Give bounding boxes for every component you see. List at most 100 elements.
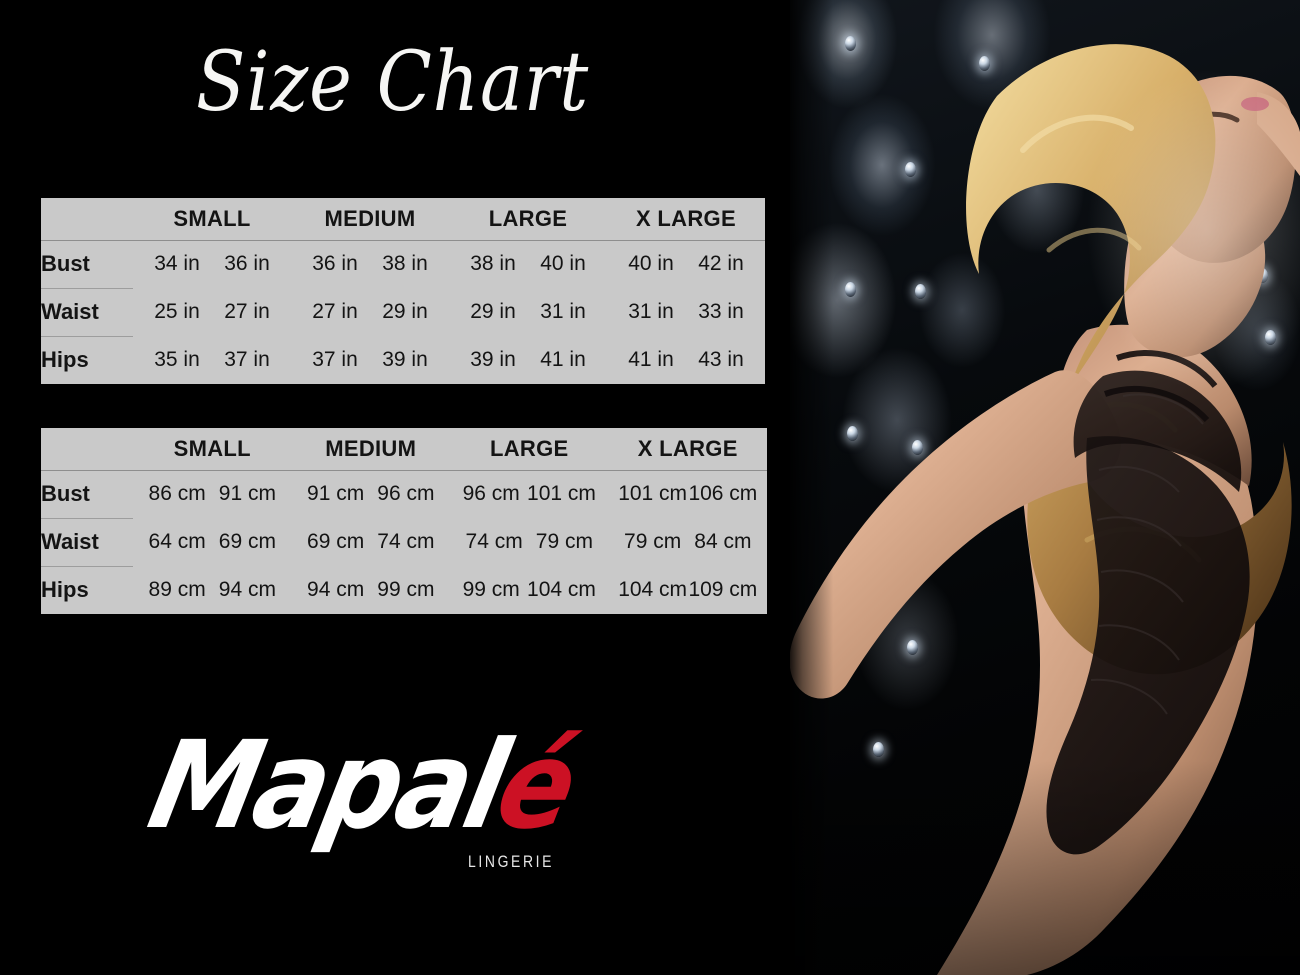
value-min: 86 cm [148, 482, 206, 506]
cell-waist-small: 25 in 27 in [133, 288, 291, 336]
cell-bust-x-large: 101 cm 106 cm [608, 469, 767, 518]
value-max: 79 cm [535, 530, 593, 553]
value-max: 40 in [540, 252, 586, 276]
cell-waist-medium: 69 cm 74 cm [291, 518, 450, 566]
cell-hips-large: 39 in 41 in [449, 336, 607, 384]
value-min: 101 cm [618, 482, 688, 506]
value-min: 29 in [470, 300, 516, 323]
value-max: 99 cm [377, 578, 435, 601]
value-min: 31 in [628, 300, 674, 323]
row-label-hips: Hips [41, 565, 133, 614]
cell-hips-small: 89 cm 94 cm [133, 566, 292, 614]
table-body-centimeters: Bust 86 cm 91 cm 91 cm 96 cm 96 cm 101 c… [41, 469, 767, 614]
value-max: 106 cm [688, 482, 758, 506]
value-max: 33 in [698, 300, 744, 323]
value-min: 69 cm [307, 530, 365, 553]
brand-subtitle: LINGERIE [468, 852, 555, 871]
size-table-centimeters: SMALL MEDIUM LARGE X LARGE Bust 86 cm 91… [41, 428, 767, 614]
value-min: 91 cm [307, 482, 365, 506]
value-max: 101 cm [527, 482, 596, 506]
info-panel: Size Chart SMALL MEDIUM LARGE X LARGE Bu… [41, 35, 767, 886]
cell-bust-small: 34 in 36 in [133, 239, 291, 288]
value-max: 42 in [698, 252, 744, 276]
value-min: 25 in [154, 300, 200, 323]
value-min: 39 in [470, 348, 516, 371]
header-x-large: X LARGE [607, 198, 765, 240]
value-max: 31 in [540, 300, 586, 323]
brand-wordmark: Mapalé [138, 716, 585, 856]
cell-bust-medium: 36 in 38 in [291, 239, 449, 288]
value-max: 96 cm [377, 482, 435, 506]
row-label-waist: Waist [41, 517, 133, 566]
cell-hips-x-large: 104 cm 109 cm [608, 566, 767, 614]
cell-hips-medium: 94 cm 99 cm [291, 566, 450, 614]
value-min: 40 in [628, 252, 674, 276]
cell-hips-medium: 37 in 39 in [291, 336, 449, 384]
value-min: 41 in [628, 348, 674, 371]
value-min: 36 in [312, 252, 358, 276]
header-large: LARGE [449, 198, 607, 240]
header-small: SMALL [133, 428, 292, 470]
brand-logo: Mapalé LINGERIE [138, 716, 586, 886]
table-row: Waist 25 in 27 in 27 in 29 in 29 in 31 i… [41, 287, 765, 336]
value-max: 29 in [382, 300, 428, 323]
cell-waist-large: 29 in 31 in [449, 288, 607, 336]
header-large: LARGE [450, 428, 609, 470]
cell-waist-x-large: 31 in 33 in [607, 288, 765, 336]
value-max: 104 cm [527, 578, 596, 601]
value-max: 37 in [224, 348, 270, 371]
table-row: Waist 64 cm 69 cm 69 cm 74 cm 74 cm 79 c… [41, 517, 767, 566]
header-small: SMALL [133, 198, 291, 240]
size-table-inches: SMALL MEDIUM LARGE X LARGE Bust 34 in 36… [41, 198, 765, 384]
value-min: 96 cm [462, 482, 520, 506]
cell-hips-small: 35 in 37 in [133, 336, 291, 384]
value-min: 89 cm [148, 578, 206, 601]
header-x-large: X LARGE [608, 428, 767, 470]
value-min: 35 in [154, 348, 200, 371]
cell-bust-large: 38 in 40 in [449, 239, 607, 288]
value-max: 36 in [224, 252, 270, 276]
value-max: 43 in [698, 348, 744, 371]
value-max: 84 cm [694, 530, 752, 553]
value-min: 79 cm [624, 530, 682, 553]
cell-waist-large: 74 cm 79 cm [450, 518, 609, 566]
value-max: 27 in [224, 300, 270, 323]
value-max: 74 cm [377, 530, 435, 553]
value-min: 94 cm [307, 578, 365, 601]
value-min: 37 in [312, 348, 358, 371]
value-max: 41 in [540, 348, 586, 371]
header-corner-cell [41, 428, 133, 470]
table-row: Hips 89 cm 94 cm 94 cm 99 cm 99 cm 104 c… [41, 565, 767, 614]
value-min: 27 in [312, 300, 358, 323]
row-label-waist: Waist [41, 287, 133, 336]
table-header-row: SMALL MEDIUM LARGE X LARGE [41, 198, 765, 240]
brand-name-main: Mapal [138, 715, 516, 856]
value-max: 91 cm [218, 482, 276, 506]
page-title: Size Chart [196, 35, 590, 130]
table-row: Bust 34 in 36 in 36 in 38 in 38 in 40 in… [41, 239, 765, 288]
row-label-hips: Hips [41, 335, 133, 384]
cell-bust-large: 96 cm 101 cm [450, 469, 609, 518]
model-photo [787, 0, 1300, 975]
model-figure [789, 44, 1300, 975]
row-label-bust: Bust [41, 239, 133, 288]
value-max: 39 in [382, 348, 428, 371]
table-row: Bust 86 cm 91 cm 91 cm 96 cm 96 cm 101 c… [41, 469, 767, 518]
header-medium: MEDIUM [291, 428, 450, 470]
cell-bust-medium: 91 cm 96 cm [291, 469, 450, 518]
cell-bust-x-large: 40 in 42 in [607, 239, 765, 288]
table-header-row: SMALL MEDIUM LARGE X LARGE [41, 428, 767, 470]
cell-waist-medium: 27 in 29 in [291, 288, 449, 336]
value-max: 94 cm [218, 578, 276, 601]
cell-bust-small: 86 cm 91 cm [133, 469, 292, 518]
header-corner-cell [41, 198, 133, 240]
cell-waist-small: 64 cm 69 cm [133, 518, 292, 566]
cell-hips-large: 99 cm 104 cm [450, 566, 609, 614]
cell-hips-x-large: 41 in 43 in [607, 336, 765, 384]
value-max: 38 in [382, 252, 428, 276]
value-max: 69 cm [218, 530, 276, 553]
value-min: 99 cm [462, 578, 520, 601]
table-row: Hips 35 in 37 in 37 in 39 in 39 in 41 in… [41, 335, 765, 384]
table-body-inches: Bust 34 in 36 in 36 in 38 in 38 in 40 in… [41, 239, 765, 384]
